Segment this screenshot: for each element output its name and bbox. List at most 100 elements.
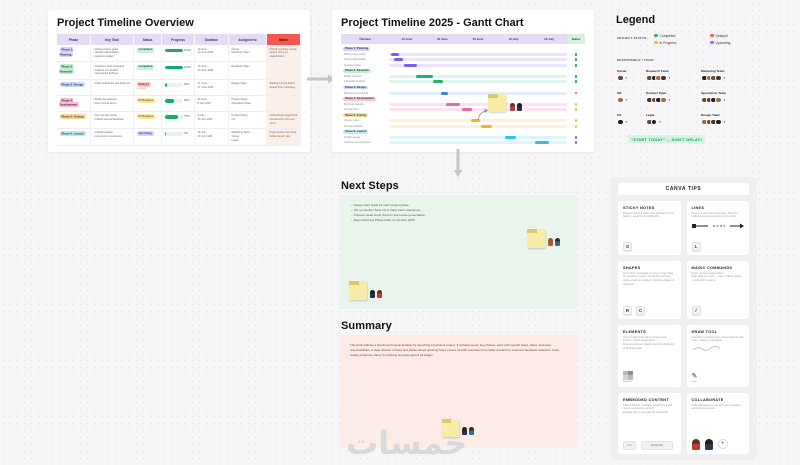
overview-table-card[interactable]: Project Timeline Overview Phase Key Task… bbox=[48, 10, 310, 152]
gantt-bar[interactable] bbox=[415, 74, 434, 78]
gantt-task-name: Customer announcement bbox=[344, 141, 371, 145]
tip-card-embedded-content[interactable]: EMBEDDED CONTENT Paste links from YouTub… bbox=[618, 393, 681, 454]
tip-card-magic-commands[interactable]: MAGIC COMMANDS Press / to open quick act… bbox=[686, 261, 749, 319]
gantt-bar[interactable] bbox=[461, 108, 472, 112]
key-task-cell: • Build core features • Run internal dem… bbox=[91, 95, 134, 112]
chevron-down-icon[interactable]: ▾ bbox=[723, 119, 726, 125]
gantt-header: Timeline 10 June 20 June 30 June 10 July… bbox=[341, 34, 585, 44]
tip-body: Press R for a rectangle or C for a circl… bbox=[623, 271, 675, 287]
status-dot-delayed bbox=[574, 91, 578, 95]
gantt-bar[interactable] bbox=[445, 102, 461, 106]
legend-block[interactable]: Legend PROJECT STATUS: Completed In Prog… bbox=[616, 14, 758, 148]
avatar-group[interactable] bbox=[510, 103, 522, 111]
assigned-cell: Research Team bbox=[229, 62, 267, 80]
tip-card-lines[interactable]: LINES Press L to add lines and arrows. D… bbox=[686, 201, 749, 255]
status-square-completed bbox=[574, 63, 578, 67]
duration-cell: 10 June – 14 June 2025 bbox=[195, 45, 229, 63]
notes-cell: Waiting on final brand assets from marke… bbox=[267, 79, 301, 96]
duration-cell: 28 June – 8 July 2025 bbox=[195, 95, 229, 112]
canva-tips-panel[interactable]: CANVA TIPS STICKY NOTES Press S to drop … bbox=[610, 177, 757, 460]
gantt-task-row: Wireframes & brand kit bbox=[341, 90, 585, 95]
tip-card-draw-tool[interactable]: DRAW TOOL Use Draw to sketch notes and a… bbox=[686, 325, 749, 387]
chevron-down-icon[interactable]: ▾ bbox=[625, 75, 628, 81]
embed-link-chip[interactable]: Embed link bbox=[641, 440, 673, 450]
gantt-chart-card[interactable]: Project Timeline 2025 - Gantt Chart Time… bbox=[332, 10, 594, 152]
gantt-bar[interactable] bbox=[440, 91, 448, 95]
legend-team-operations: Operations Team ▾ bbox=[701, 91, 726, 103]
avatar-group[interactable] bbox=[370, 290, 382, 298]
tip-body: Paste links from YouTube, Google Drive a… bbox=[623, 403, 673, 415]
team-name: Legal bbox=[646, 113, 655, 117]
gantt-bar[interactable] bbox=[470, 119, 480, 123]
gantt-task-name: QA test cycles bbox=[344, 119, 360, 123]
gantt-bar[interactable] bbox=[534, 141, 550, 145]
chevron-down-icon[interactable]: ▾ bbox=[658, 119, 661, 125]
legend-team-hr: HR ▾ bbox=[617, 91, 627, 103]
gantt-date-tick: 20 July bbox=[544, 37, 555, 41]
gantt-status-cell bbox=[567, 108, 585, 112]
duration-cell: 9 July – 15 July 2025 bbox=[195, 111, 229, 129]
tip-card-collaborate[interactable]: COLLABORATE Invite teammates to edit wit… bbox=[686, 393, 749, 454]
legend-team-marketing: Marketing Team ▾ bbox=[701, 69, 725, 81]
gantt-status-cell bbox=[567, 91, 585, 95]
chevron-down-icon[interactable]: ▾ bbox=[668, 75, 671, 81]
gantt-group-label: Phase 5: Testing bbox=[343, 113, 369, 118]
sticky-note[interactable] bbox=[349, 281, 367, 300]
sticky-note[interactable] bbox=[488, 94, 506, 112]
assigned-cell: Design Team bbox=[229, 79, 267, 96]
legend-team-owner: Owner ▾ bbox=[617, 69, 627, 81]
chevron-down-icon[interactable]: ▾ bbox=[723, 97, 726, 103]
column-header-status: Status bbox=[134, 34, 162, 45]
gantt-task-name: Publish release bbox=[344, 135, 361, 139]
add-collaborator-button[interactable]: + bbox=[717, 439, 728, 449]
gantt-bar[interactable] bbox=[432, 80, 444, 84]
tip-card-shapes[interactable]: SHAPES Press R for a rectangle or C for … bbox=[618, 261, 681, 319]
phase-cell: Phase 5: Testing bbox=[57, 111, 91, 129]
tip-card-sticky-notes[interactable]: STICKY NOTES Press S to drop a sticky no… bbox=[618, 201, 681, 255]
duration-cell: 21 June – 27 June 2025 bbox=[195, 79, 229, 96]
keycap-r: R bbox=[623, 305, 632, 315]
gantt-bar[interactable] bbox=[394, 58, 404, 62]
gantt-task-row: Build core features bbox=[341, 102, 585, 107]
gantt-bar[interactable] bbox=[504, 135, 517, 139]
gantt-bar[interactable] bbox=[390, 52, 399, 56]
start-today-callout[interactable]: "START TODAY" ... DON'T DELAY! bbox=[628, 135, 705, 143]
draw-icon-label: Draw bbox=[691, 380, 697, 383]
legend-title: Legend bbox=[616, 14, 656, 26]
avatar bbox=[660, 74, 667, 81]
chevron-down-icon[interactable]: ▾ bbox=[723, 75, 726, 81]
summary-body: This draft outlines a structured 8-week … bbox=[350, 343, 560, 357]
flow-arrow-down-icon[interactable] bbox=[451, 148, 465, 178]
gantt-group-label: Phase 1: Planning bbox=[343, 47, 371, 51]
gantt-status-cell bbox=[567, 80, 585, 84]
avatar-group[interactable] bbox=[462, 427, 474, 435]
gantt-task-name: Internal demo bbox=[344, 108, 359, 112]
status-note: (+2 days) bbox=[136, 88, 147, 91]
sticky-note[interactable] bbox=[442, 419, 459, 437]
next-steps-bullets: → Assign team leads for each project pha… bbox=[350, 203, 426, 223]
elements-grid-icon bbox=[623, 370, 633, 380]
assigned-cell: Product Team, Operations Team bbox=[229, 95, 267, 112]
gantt-bar[interactable] bbox=[404, 63, 417, 67]
notes-cell: Kickoff complete; scope signed off by al… bbox=[267, 45, 301, 63]
tip-body: Invite teammates to edit with you in rea… bbox=[691, 403, 741, 411]
gantt-task-row: Identify stakeholders bbox=[341, 57, 585, 62]
summary-title[interactable]: Summary bbox=[341, 320, 392, 332]
next-steps-title[interactable]: Next Steps bbox=[341, 180, 399, 192]
status-pill: Upcoming bbox=[136, 131, 154, 137]
chevron-down-icon[interactable]: ▾ bbox=[625, 97, 628, 103]
chevron-down-icon[interactable]: ▾ bbox=[625, 119, 628, 125]
annotation-arrow-icon[interactable] bbox=[475, 107, 489, 121]
flow-arrow-right-icon[interactable] bbox=[306, 72, 336, 86]
gantt-bar[interactable] bbox=[480, 124, 493, 128]
keycap-l: L bbox=[691, 241, 701, 251]
sticky-note[interactable] bbox=[527, 229, 545, 248]
gantt-status-cell bbox=[567, 75, 585, 78]
chevron-down-icon[interactable]: ▾ bbox=[668, 97, 671, 103]
line-styles-icon bbox=[691, 223, 744, 229]
phase-pill: Phase 6: Launch bbox=[59, 130, 86, 136]
legend-team-cx: CX ▾ bbox=[617, 113, 627, 125]
avatar-group[interactable] bbox=[548, 238, 560, 246]
tip-card-elements[interactable]: ELEMENTS Open the Elements tab to browse… bbox=[618, 325, 681, 387]
